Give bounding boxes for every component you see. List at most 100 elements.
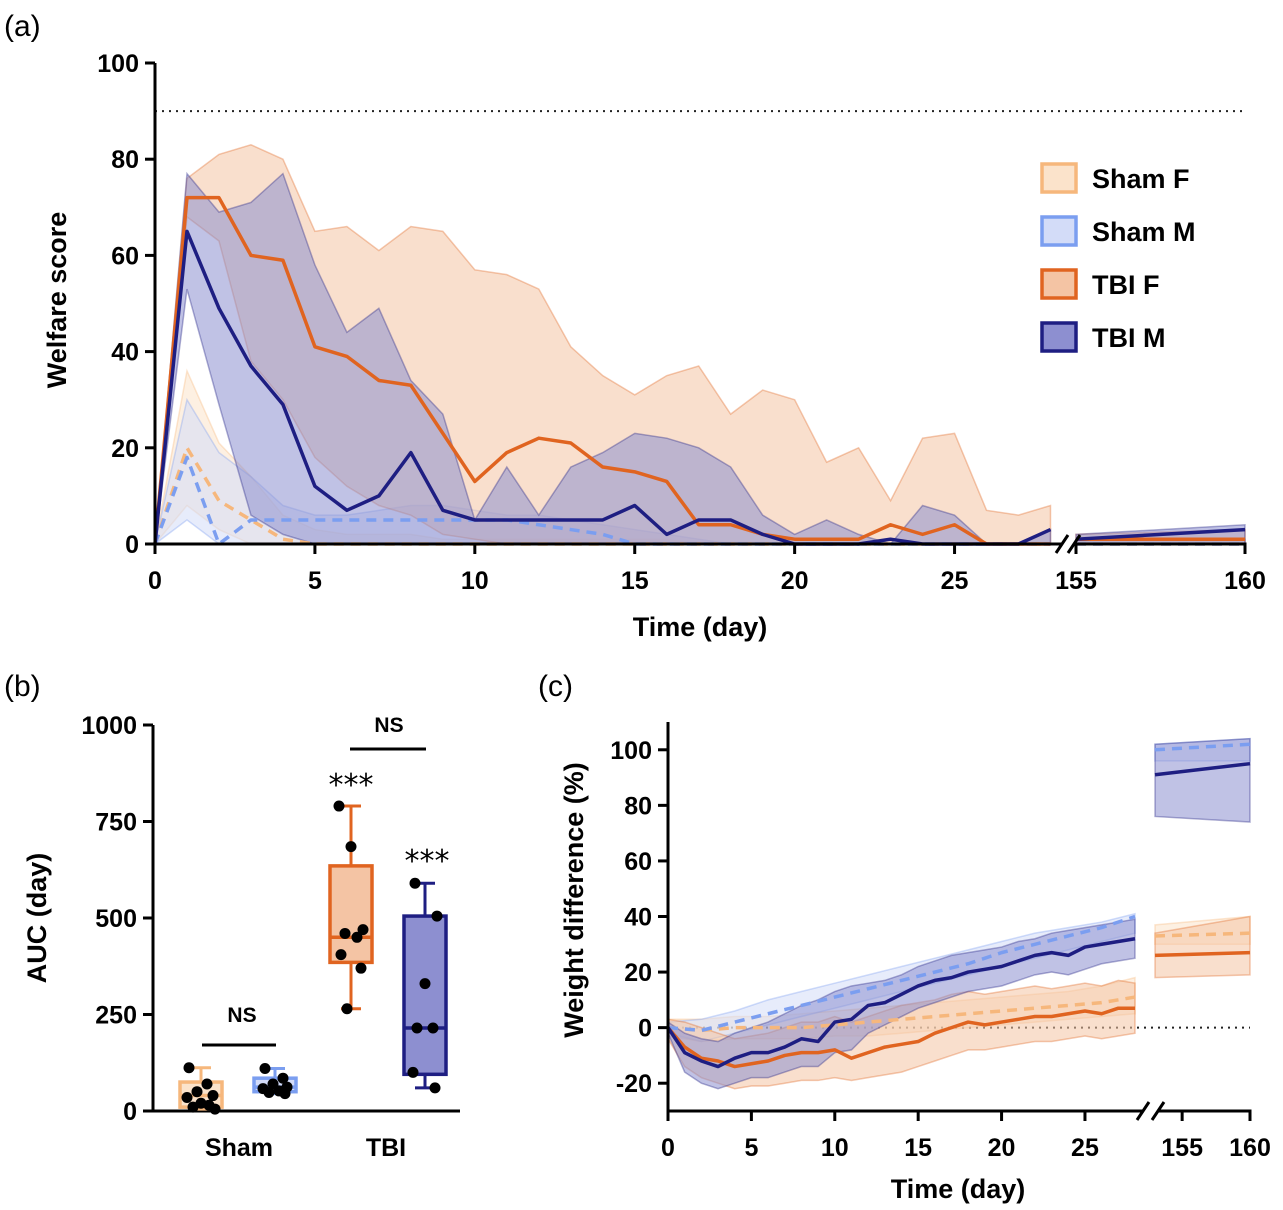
data-point-tbi_f — [355, 962, 367, 974]
panel-b-label: (b) — [4, 670, 41, 703]
panel-a-ylabel: Welfare score — [42, 212, 72, 389]
data-point-sham_f — [183, 1062, 195, 1074]
mean-line-late-tbi_m — [1154, 761, 1251, 777]
panel-b-group-sham: Sham — [205, 1134, 273, 1162]
x-tick-label: 15 — [904, 1134, 932, 1162]
panel-b-boxes — [178, 800, 448, 1115]
x-tick-label: 25 — [1071, 1134, 1099, 1162]
x-tick-label: 160 — [1229, 1134, 1271, 1162]
data-point-sham_m — [259, 1063, 271, 1075]
data-point-tbi_m — [409, 877, 421, 889]
panel-c-xlabel: Time (day) — [891, 1174, 1026, 1204]
data-point-sham_f — [209, 1103, 221, 1115]
data-point-tbi_f — [345, 841, 357, 853]
mean-line-tbi_m — [153, 229, 1052, 546]
legend-label-tbi-m: TBI M — [1092, 323, 1166, 353]
mean-line-tbi_m — [666, 937, 1136, 1069]
panel-b-ylabel: AUC (day) — [22, 853, 52, 984]
panel-c-xticks: 0 5 10 15 20 25 155 160 — [661, 1111, 1271, 1162]
mean-line-late-tbi_m — [1075, 527, 1246, 541]
y-tick-label: 80 — [624, 792, 652, 820]
y-tick-label: 1000 — [81, 712, 137, 740]
x-tick-label: 10 — [821, 1134, 849, 1162]
panel-a-bands — [153, 143, 1246, 547]
x-tick-label: 155 — [1055, 567, 1097, 595]
data-point-sham_m — [263, 1086, 275, 1098]
panel-a: (a) Welfare score Time (day) 0 20 40 60 80 10… — [4, 10, 1266, 642]
legend-label-sham-m: Sham M — [1092, 217, 1196, 247]
band-late-tbi_f — [1154, 915, 1251, 979]
panel-b-tbi-m-stars: *** — [405, 844, 450, 879]
y-tick-label: 0 — [638, 1015, 652, 1043]
y-tick-label: 0 — [123, 1098, 137, 1126]
x-tick-label: 5 — [308, 567, 322, 595]
mean-line-tbi_f — [666, 1006, 1135, 1069]
y-tick-label: 60 — [111, 242, 139, 270]
panel-a-xticks: 0 5 10 15 20 25 155 160 — [148, 544, 1266, 595]
data-point-tbi_f — [333, 800, 345, 812]
data-point-tbi_f — [351, 931, 363, 943]
x-tick-label: 155 — [1161, 1134, 1203, 1162]
data-point-tbi_f — [357, 924, 369, 936]
legend-swatch-tbi-f — [1040, 268, 1078, 300]
legend: Sham F Sham M TBI F TBI M — [1040, 162, 1196, 353]
panel-b-group-tbi: TBI — [366, 1134, 406, 1162]
y-tick-label: 250 — [95, 1002, 137, 1030]
axis-break-mark-left — [1054, 534, 1070, 554]
panel-b-tbi-ns: NS — [374, 714, 403, 737]
legend-swatch-tbi-m — [1040, 321, 1078, 353]
data-point-sham_m — [279, 1088, 291, 1100]
data-point-sham_f — [187, 1101, 199, 1113]
data-point-tbi_f — [335, 949, 347, 961]
x-tick-label: 20 — [988, 1134, 1016, 1162]
y-tick-label: 100 — [97, 50, 139, 78]
y-tick-label: 100 — [610, 737, 652, 765]
legend-swatch-sham-f — [1040, 162, 1078, 194]
data-point-tbi_m — [407, 1066, 419, 1078]
mean-line-tbi_f — [153, 195, 1051, 546]
y-tick-label: 20 — [624, 959, 652, 987]
data-point-tbi_m — [419, 978, 431, 990]
legend-label-sham-f: Sham F — [1092, 164, 1190, 194]
panel-c-bands — [667, 737, 1251, 1090]
axis-break-mark-right — [1066, 534, 1082, 554]
x-tick-label: 15 — [621, 567, 649, 595]
data-point-sham_f — [181, 1091, 193, 1103]
y-tick-label: 40 — [624, 904, 652, 932]
panel-c-ylabel: Weight difference (%) — [559, 762, 589, 1038]
legend-swatch-sham-m — [1040, 215, 1078, 247]
panel-b-tbi-f-stars: *** — [329, 768, 374, 803]
panel-b-sham-ns: NS — [227, 1004, 256, 1027]
box-tbi_f — [328, 864, 374, 965]
x-tick-label: 10 — [461, 567, 489, 595]
data-point-tbi_m — [427, 1022, 439, 1034]
legend-label-tbi-f: TBI F — [1092, 270, 1160, 300]
x-tick-label: 0 — [661, 1134, 675, 1162]
y-tick-label: 0 — [125, 531, 139, 559]
panel-a-xlabel: Time (day) — [633, 612, 768, 642]
x-tick-label: 5 — [744, 1134, 758, 1162]
y-tick-label: -20 — [616, 1070, 652, 1098]
panel-a-yticks: 0 20 40 60 80 100 — [97, 50, 155, 559]
axis-break-mark-right — [1150, 1101, 1166, 1121]
data-point-tbi_m — [429, 1082, 441, 1094]
x-tick-label: 20 — [781, 567, 809, 595]
data-point-tbi_f — [341, 1003, 353, 1015]
mean-line-late-tbi_f — [1154, 950, 1251, 958]
data-point-tbi_f — [339, 927, 351, 939]
box-tbi_m — [402, 914, 448, 1077]
panel-b-yticks: 0 250 500 750 1000 — [81, 712, 153, 1126]
y-tick-label: 750 — [95, 809, 137, 837]
y-tick-label: 500 — [95, 905, 137, 933]
panel-c-lines — [666, 742, 1251, 1069]
data-point-sham_f — [191, 1086, 203, 1098]
axis-break-mark-left — [1135, 1101, 1151, 1121]
y-tick-label: 80 — [111, 146, 139, 174]
panel-a-label: (a) — [4, 10, 41, 43]
y-tick-label: 20 — [111, 435, 139, 463]
mean-line-sham_m — [153, 455, 1051, 546]
data-point-sham_m — [277, 1072, 289, 1084]
data-point-sham_f — [201, 1078, 213, 1090]
panel-b: (b) AUC (day) 0 250 500 750 1000 Sham TBI NS… — [4, 670, 460, 1162]
